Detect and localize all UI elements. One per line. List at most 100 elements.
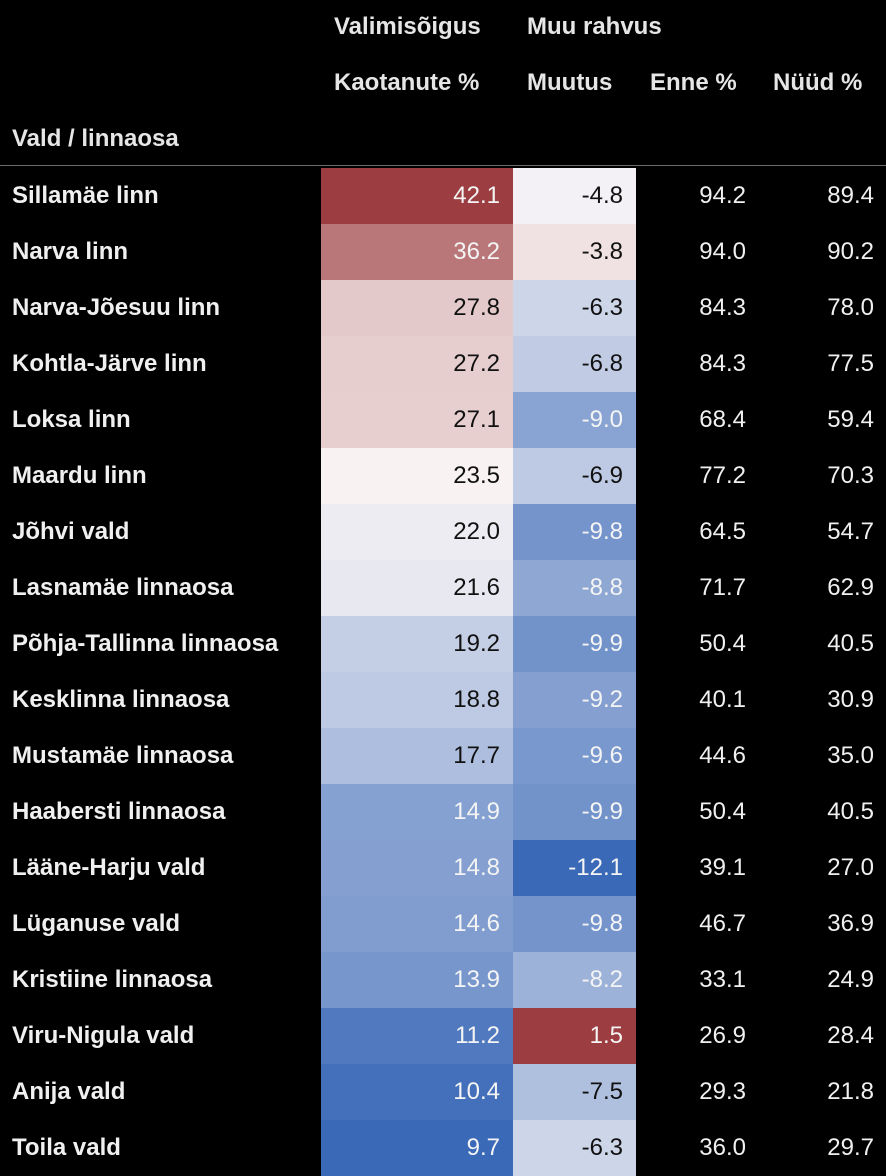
cell-change: -9.9	[513, 784, 636, 840]
cell-name: Mustamäe linnaosa	[12, 742, 234, 769]
table-row: Lüganuse vald 14.6 -9.8 46.7 36.9	[0, 896, 886, 952]
cell-name: Viru-Nigula vald	[12, 1022, 195, 1049]
cell-before-percent: 50.4	[699, 798, 746, 825]
cell-before-percent: 64.5	[699, 518, 746, 545]
header-change: Muutus	[527, 69, 613, 96]
table-row: Mustamäe linnaosa 17.7 -9.6 44.6 35.0	[0, 728, 886, 784]
table-row: Lääne-Harju vald 14.8 -12.1 39.1 27.0	[0, 840, 886, 896]
table-row: Loksa linn 27.1 -9.0 68.4 59.4	[0, 392, 886, 448]
table-row: Kristiine linnaosa 13.9 -8.2 33.1 24.9	[0, 952, 886, 1008]
cell-name: Sillamäe linn	[12, 182, 159, 209]
cell-change: -6.8	[513, 336, 636, 392]
cell-now-percent: 62.9	[827, 574, 874, 601]
cell-name: Narva-Jõesuu linn	[12, 294, 221, 321]
cell-change: -4.8	[513, 168, 636, 224]
cell-change: -9.6	[513, 728, 636, 784]
cell-change: -9.8	[513, 504, 636, 560]
cell-name: Narva linn	[12, 238, 129, 265]
table-row: Jõhvi vald 22.0 -9.8 64.5 54.7	[0, 504, 886, 560]
cell-now-percent: 54.7	[827, 518, 874, 545]
cell-before-percent: 44.6	[699, 742, 746, 769]
header-before-percent: Enne %	[650, 69, 737, 96]
cell-before-percent: 84.3	[699, 350, 746, 377]
cell-change: -7.5	[513, 1064, 636, 1120]
cell-change: -9.8	[513, 896, 636, 952]
table-row: Sillamäe linn 42.1 -4.8 94.2 89.4	[0, 168, 886, 224]
table-row: Narva-Jõesuu linn 27.8 -6.3 84.3 78.0	[0, 280, 886, 336]
cell-before-percent: 36.0	[699, 1134, 746, 1161]
cell-change: -8.2	[513, 952, 636, 1008]
table-row: Põhja-Tallinna linnaosa 19.2 -9.9 50.4 40.5	[0, 616, 886, 672]
cell-lost-percent: 17.7	[321, 728, 513, 784]
cell-lost-percent: 42.1	[321, 168, 513, 224]
cell-name: Lasnamäe linnaosa	[12, 574, 234, 601]
cell-before-percent: 94.0	[699, 238, 746, 265]
cell-now-percent: 35.0	[827, 742, 874, 769]
cell-name: Jõhvi vald	[12, 518, 130, 545]
header-group-voting-rights: Valimisõigus	[334, 13, 481, 40]
cell-name: Kesklinna linnaosa	[12, 686, 230, 713]
cell-lost-percent: 27.8	[321, 280, 513, 336]
cell-now-percent: 27.0	[827, 854, 874, 881]
cell-lost-percent: 14.9	[321, 784, 513, 840]
cell-lost-percent: 27.2	[321, 336, 513, 392]
cell-now-percent: 59.4	[827, 406, 874, 433]
cell-now-percent: 36.9	[827, 910, 874, 937]
table-row: Viru-Nigula vald 11.2 1.5 26.9 28.4	[0, 1008, 886, 1064]
cell-change: 1.5	[513, 1008, 636, 1064]
cell-now-percent: 21.8	[827, 1078, 874, 1105]
cell-name: Haabersti linnaosa	[12, 798, 226, 825]
cell-now-percent: 70.3	[827, 462, 874, 489]
cell-now-percent: 77.5	[827, 350, 874, 377]
cell-before-percent: 94.2	[699, 182, 746, 209]
header-municipality: Vald / linnaosa	[12, 125, 179, 152]
cell-before-percent: 39.1	[699, 854, 746, 881]
cell-lost-percent: 13.9	[321, 952, 513, 1008]
cell-now-percent: 30.9	[827, 686, 874, 713]
cell-change: -9.0	[513, 392, 636, 448]
cell-now-percent: 24.9	[827, 966, 874, 993]
cell-before-percent: 33.1	[699, 966, 746, 993]
cell-now-percent: 40.5	[827, 798, 874, 825]
cell-name: Loksa linn	[12, 406, 131, 433]
cell-now-percent: 78.0	[827, 294, 874, 321]
cell-lost-percent: 19.2	[321, 616, 513, 672]
cell-change: -6.3	[513, 280, 636, 336]
cell-before-percent: 26.9	[699, 1022, 746, 1049]
table-row: Kesklinna linnaosa 18.8 -9.2 40.1 30.9	[0, 672, 886, 728]
cell-change: -8.8	[513, 560, 636, 616]
cell-name: Anija vald	[12, 1078, 126, 1105]
cell-lost-percent: 23.5	[321, 448, 513, 504]
cell-name: Kristiine linnaosa	[12, 966, 213, 993]
cell-name: Põhja-Tallinna linnaosa	[12, 630, 279, 657]
cell-before-percent: 40.1	[699, 686, 746, 713]
cell-name: Lääne-Harju vald	[12, 854, 206, 881]
table-row: Narva linn 36.2 -3.8 94.0 90.2	[0, 224, 886, 280]
cell-now-percent: 29.7	[827, 1134, 874, 1161]
header-group-other-nationality: Muu rahvus	[527, 13, 662, 40]
cell-name: Lüganuse vald	[12, 910, 181, 937]
cell-before-percent: 68.4	[699, 406, 746, 433]
cell-name: Toila vald	[12, 1134, 121, 1161]
cell-lost-percent: 10.4	[321, 1064, 513, 1120]
cell-change: -6.3	[513, 1120, 636, 1176]
cell-before-percent: 46.7	[699, 910, 746, 937]
table-row: Kohtla-Järve linn 27.2 -6.8 84.3 77.5	[0, 336, 886, 392]
cell-before-percent: 84.3	[699, 294, 746, 321]
cell-change: -6.9	[513, 448, 636, 504]
header-now-percent: Nüüd %	[773, 69, 863, 96]
cell-now-percent: 90.2	[827, 238, 874, 265]
table-row: Lasnamäe linnaosa 21.6 -8.8 71.7 62.9	[0, 560, 886, 616]
cell-now-percent: 40.5	[827, 630, 874, 657]
cell-lost-percent: 14.6	[321, 896, 513, 952]
header-divider	[0, 165, 886, 166]
cell-lost-percent: 21.6	[321, 560, 513, 616]
cell-change: -12.1	[513, 840, 636, 896]
table-row: Anija vald 10.4 -7.5 29.3 21.8	[0, 1064, 886, 1120]
table-row: Toila vald 9.7 -6.3 36.0 29.7	[0, 1120, 886, 1176]
cell-before-percent: 50.4	[699, 630, 746, 657]
cell-lost-percent: 22.0	[321, 504, 513, 560]
cell-lost-percent: 36.2	[321, 224, 513, 280]
cell-before-percent: 77.2	[699, 462, 746, 489]
